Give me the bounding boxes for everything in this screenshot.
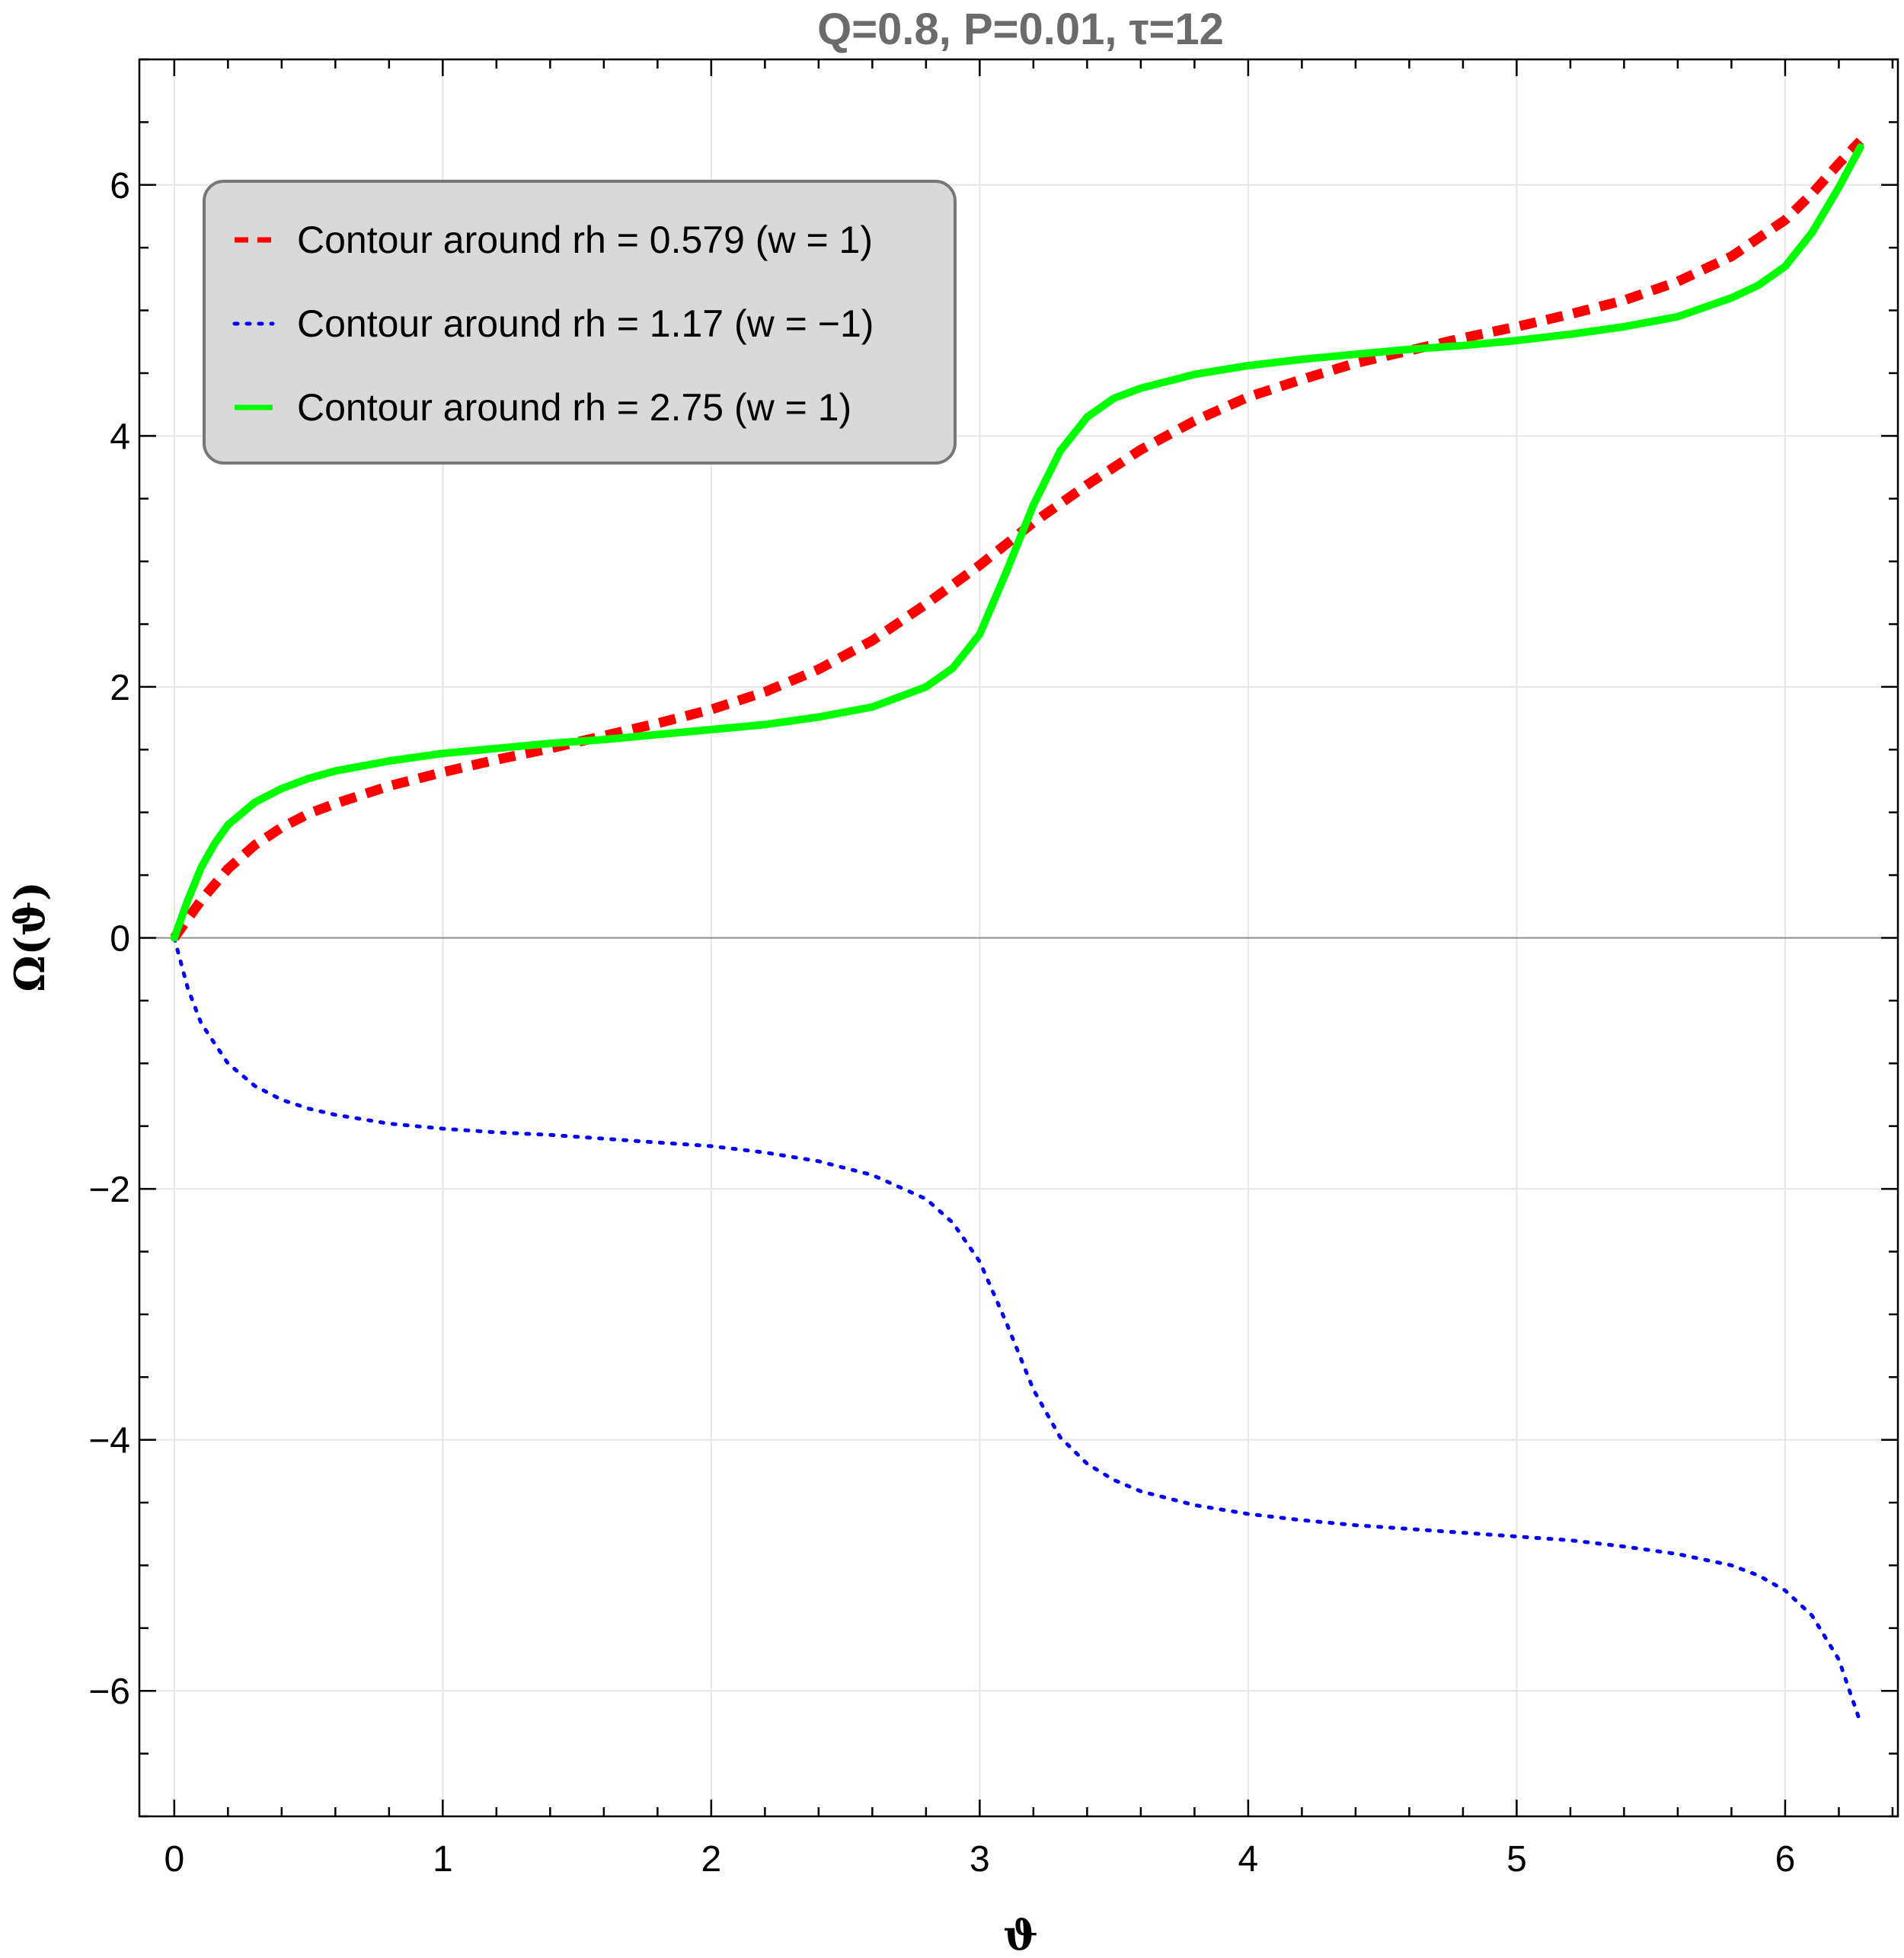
y-tick-label: 2 xyxy=(110,668,130,708)
tick-labels: 0 1 2 3 4 5 6 −6 −4 −2 0 2 4 6 xyxy=(88,166,1795,1880)
series-line-0 xyxy=(170,137,1864,941)
y-tick-label: 0 xyxy=(110,919,130,960)
legend: Contour around rh = 0.579 (w = 1) Contour… xyxy=(203,180,957,465)
ticks xyxy=(139,58,1898,1818)
y-tick-label: −2 xyxy=(88,1170,130,1210)
x-tick-label: 3 xyxy=(970,1839,990,1880)
legend-label-2: Contour around rh = 2.75 (w = 1) xyxy=(297,386,851,429)
x-tick-label: 2 xyxy=(701,1839,722,1880)
series-layer xyxy=(170,137,1864,1724)
y-tick-label: −6 xyxy=(88,1672,130,1712)
y-tick-label: −4 xyxy=(88,1421,130,1461)
chart-title: Q=0.8, P=0.01, τ=12 xyxy=(817,5,1224,54)
series-line-2 xyxy=(170,143,1864,942)
x-tick-label: 6 xyxy=(1775,1839,1796,1880)
x-axis-label: ϑ xyxy=(1003,1911,1038,1958)
x-tick-label: 4 xyxy=(1238,1839,1259,1880)
legend-label-1: Contour around rh = 1.17 (w = −1) xyxy=(297,302,874,345)
series-line-1 xyxy=(172,936,1863,1724)
legend-box xyxy=(203,180,957,465)
x-tick-label: 5 xyxy=(1506,1839,1527,1880)
legend-label-0: Contour around rh = 0.579 (w = 1) xyxy=(297,219,873,261)
y-tick-label: 6 xyxy=(110,166,130,206)
x-tick-label: 1 xyxy=(433,1839,453,1880)
y-tick-label: 4 xyxy=(110,417,130,457)
legend-entries: Contour around rh = 0.579 (w = 1) Contour… xyxy=(232,219,874,429)
y-axis-label: Ω(ϑ) xyxy=(5,882,54,992)
x-tick-label: 0 xyxy=(164,1839,184,1880)
